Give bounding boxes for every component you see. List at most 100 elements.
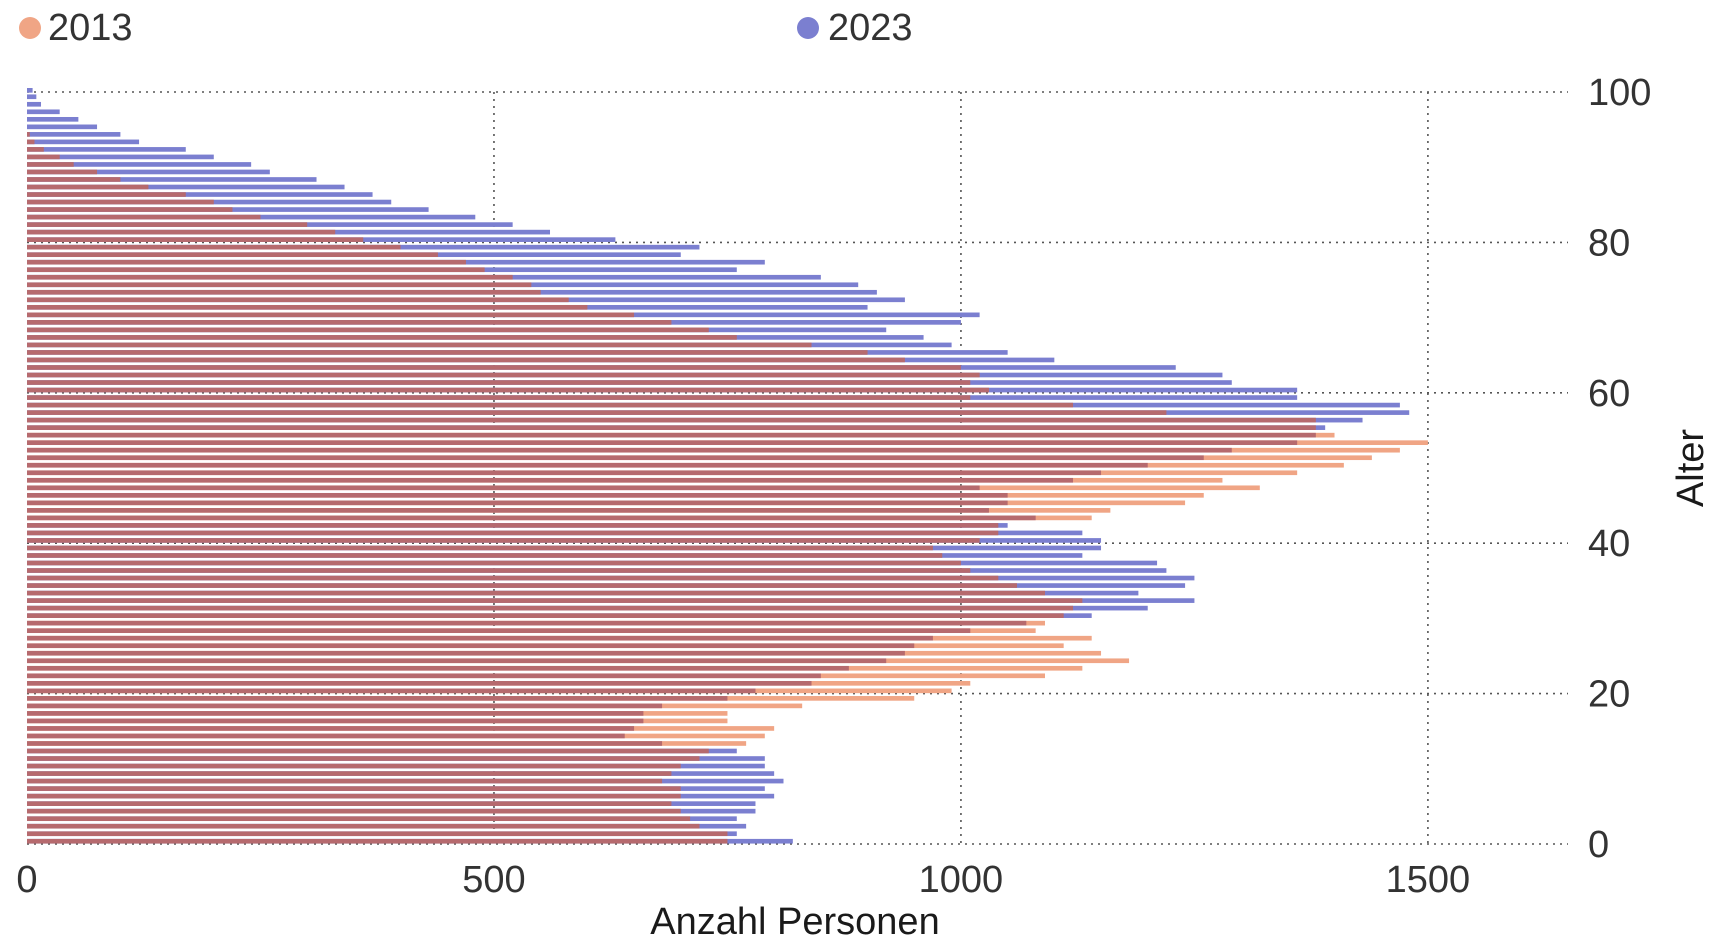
bar-overlap-age-4	[27, 808, 681, 814]
bar-overlap-age-32	[27, 598, 1083, 603]
bar-overlap-age-73	[27, 289, 541, 295]
bar-2023-age-99	[27, 94, 37, 100]
y-tick-label-60: 60	[1588, 373, 1630, 415]
bar-overlap-age-45	[27, 500, 1008, 506]
bar-overlap-age-5	[27, 801, 672, 806]
bar-2023-age-95	[27, 124, 98, 130]
bar-overlap-age-21	[27, 680, 812, 686]
bar-overlap-age-22	[27, 673, 821, 679]
bar-overlap-age-60	[27, 387, 989, 393]
bar-overlap-age-59	[27, 395, 971, 400]
bar-2023-age-86	[27, 192, 373, 197]
bar-overlap-age-26	[27, 643, 915, 649]
bar-overlap-age-43	[27, 515, 1036, 521]
bar-overlap-age-90	[27, 162, 74, 167]
bar-overlap-age-35	[27, 575, 999, 581]
bar-2023-age-96	[27, 116, 79, 122]
bar-overlap-age-56	[27, 417, 1316, 423]
bar-2023-age-92	[27, 147, 186, 152]
bar-overlap-age-87	[27, 184, 149, 190]
bar-overlap-age-68	[27, 327, 709, 333]
legend-marker-2013	[19, 17, 41, 39]
bar-overlap-age-83	[27, 214, 261, 220]
y-tick-label-100: 100	[1588, 72, 1651, 114]
bar-overlap-age-18	[27, 703, 663, 709]
y-axis-ticks: 0 20 40 60 80 100	[1588, 72, 1651, 866]
bar-2023-age-90	[27, 162, 252, 167]
bar-overlap-age-58	[27, 402, 1074, 408]
bar-overlap-age-62	[27, 372, 980, 378]
bar-overlap-age-76	[27, 267, 485, 273]
bar-overlap-age-52	[27, 447, 1232, 453]
bar-overlap-age-49	[27, 470, 1102, 476]
bar-overlap-age-16	[27, 718, 644, 724]
bar-overlap-age-78	[27, 252, 438, 258]
bar-overlap-age-74	[27, 282, 532, 288]
bar-overlap-age-0	[27, 838, 728, 844]
bar-overlap-age-39	[27, 545, 933, 551]
bar-overlap-age-50	[27, 462, 1148, 468]
x-axis-ticks: 0 500 1000 1500	[16, 859, 1470, 901]
bar-overlap-age-11	[27, 756, 700, 761]
legend-label-2023: 2023	[828, 7, 913, 49]
bar-overlap-age-13	[27, 741, 663, 746]
bar-overlap-age-92	[27, 147, 44, 152]
bar-overlap-age-23	[27, 665, 849, 671]
bar-overlap-age-80	[27, 237, 364, 242]
bar-overlap-age-7	[27, 786, 681, 791]
bar-overlap-age-27	[27, 635, 933, 641]
bar-overlap-age-48	[27, 477, 1074, 483]
bar-overlap-age-54	[27, 432, 1316, 438]
bar-overlap-age-29	[27, 620, 1027, 626]
bar-overlap-age-1	[27, 831, 728, 837]
bar-overlap-age-41	[27, 530, 999, 536]
bar-overlap-age-81	[27, 229, 336, 235]
bar-overlap-age-14	[27, 733, 625, 739]
bar-overlap-age-46	[27, 492, 1008, 498]
bar-overlap-age-44	[27, 508, 989, 513]
legend-label-2013: 2013	[48, 7, 133, 49]
bar-overlap-age-91	[27, 154, 60, 160]
bar-overlap-age-85	[27, 199, 214, 205]
bar-overlap-age-25	[27, 650, 905, 656]
bar-2023-age-94	[27, 132, 121, 137]
bar-2023-age-91	[27, 154, 214, 160]
bar-overlap-age-86	[27, 192, 186, 197]
bar-overlap-age-61	[27, 380, 971, 385]
bar-2023-age-98	[27, 101, 42, 107]
bar-overlap-age-53	[27, 440, 1298, 446]
bar-overlap-age-47	[27, 485, 980, 491]
bar-overlap-age-15	[27, 726, 635, 731]
bar-overlap-age-71	[27, 304, 588, 310]
x-tick-label-1000: 1000	[919, 859, 1004, 901]
y-tick-label-20: 20	[1588, 674, 1630, 716]
bar-2023-age-88	[27, 177, 317, 182]
bar-overlap-age-89	[27, 169, 98, 175]
y-tick-label-80: 80	[1588, 222, 1630, 264]
bar-overlap-age-66	[27, 342, 812, 348]
bar-overlap-age-30	[27, 613, 1064, 618]
bar-overlap-age-9	[27, 771, 672, 776]
bar-2023-age-87	[27, 184, 345, 190]
bar-overlap-age-55	[27, 425, 1316, 430]
bar-overlap-age-69	[27, 320, 672, 325]
grid-lines	[27, 91, 1568, 845]
bar-overlap-age-6	[27, 793, 681, 799]
y-axis-title: Alter	[1670, 429, 1709, 507]
bar-overlap-age-82	[27, 222, 308, 227]
bar-overlap-age-10	[27, 763, 681, 769]
bar-overlap-age-75	[27, 274, 513, 280]
y-tick-label-40: 40	[1588, 523, 1630, 565]
bar-overlap-age-77	[27, 259, 466, 265]
bar-overlap-age-37	[27, 560, 961, 566]
bar-overlap-age-28	[27, 628, 971, 634]
bar-overlap-age-72	[27, 297, 569, 303]
bar-overlap-age-51	[27, 455, 1204, 461]
bar-overlap-age-88	[27, 177, 121, 182]
bar-overlap-age-33	[27, 590, 1045, 596]
y-tick-label-0: 0	[1588, 824, 1609, 866]
bar-overlap-age-40	[27, 538, 980, 543]
bar-overlap-age-36	[27, 568, 971, 573]
bar-overlap-age-57	[27, 410, 1167, 415]
bar-2023-age-89	[27, 169, 270, 175]
